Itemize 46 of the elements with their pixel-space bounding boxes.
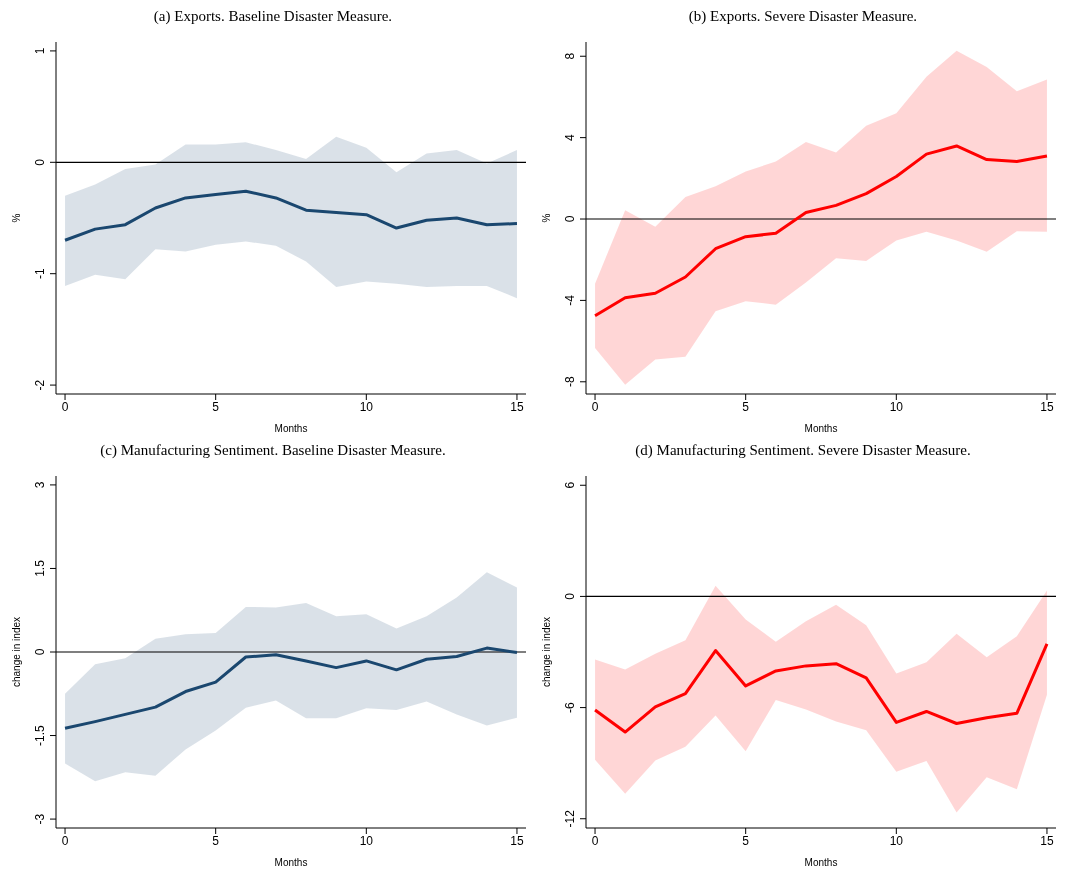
y-tick-label: 6 (563, 481, 577, 489)
y-tick-label: 0 (33, 158, 47, 166)
y-tick-label: -3 (33, 813, 47, 825)
y-tick-label: 4 (563, 133, 577, 141)
y-axis-title: % (10, 213, 22, 223)
x-axis-title: Months (804, 423, 838, 434)
x-tick-label: 0 (591, 833, 599, 848)
y-tick-label: 0 (563, 592, 577, 600)
x-tick-label: 5 (212, 399, 220, 414)
chart-title: (c) Manufacturing Sentiment. Baseline Disaster Measure. (99, 442, 447, 460)
y-axis-title: change in index (540, 616, 552, 688)
y-axis-title: % (540, 213, 552, 223)
x-tick-label: 5 (212, 833, 220, 848)
y-tick-label: -4 (563, 294, 577, 306)
x-tick-label: 0 (61, 833, 69, 848)
x-tick-label: 15 (510, 399, 524, 414)
y-tick-label: 0 (563, 215, 577, 223)
y-tick-label: -12 (563, 809, 577, 828)
y-axis-title: change in index (10, 616, 22, 688)
x-axis-title: Months (274, 423, 308, 434)
x-tick-label: 10 (359, 399, 374, 414)
y-tick-label: -6 (563, 701, 577, 713)
x-tick-label: 5 (742, 399, 750, 414)
chart-title: (d) Manufacturing Sentiment. Severe Disaster Measure. (634, 442, 972, 460)
y-tick-label: -2 (33, 379, 47, 391)
y-tick-label: 1.5 (33, 559, 47, 577)
x-tick-label: 0 (591, 399, 599, 414)
y-tick-label: -1.5 (33, 724, 47, 746)
y-tick-label: -8 (563, 376, 577, 388)
x-tick-label: 5 (742, 833, 750, 848)
x-axis-title: Months (804, 857, 838, 868)
y-tick-label: 8 (563, 52, 577, 60)
x-tick-label: 15 (510, 833, 524, 848)
chart-title: (b) Exports. Severe Disaster Measure. (687, 8, 919, 26)
y-tick-label: 0 (33, 648, 47, 656)
x-tick-label: 10 (889, 833, 904, 848)
x-tick-label: 15 (1040, 399, 1054, 414)
y-tick-label: -1 (33, 268, 47, 280)
y-tick-label: 1 (33, 47, 47, 55)
chart-title: (a) Exports. Baseline Disaster Measure. (152, 8, 394, 26)
x-tick-label: 10 (359, 833, 374, 848)
x-tick-label: 10 (889, 399, 904, 414)
x-tick-label: 0 (61, 399, 69, 414)
x-tick-label: 15 (1040, 833, 1054, 848)
x-axis-title: Months (274, 857, 308, 868)
y-tick-label: 3 (33, 481, 47, 489)
